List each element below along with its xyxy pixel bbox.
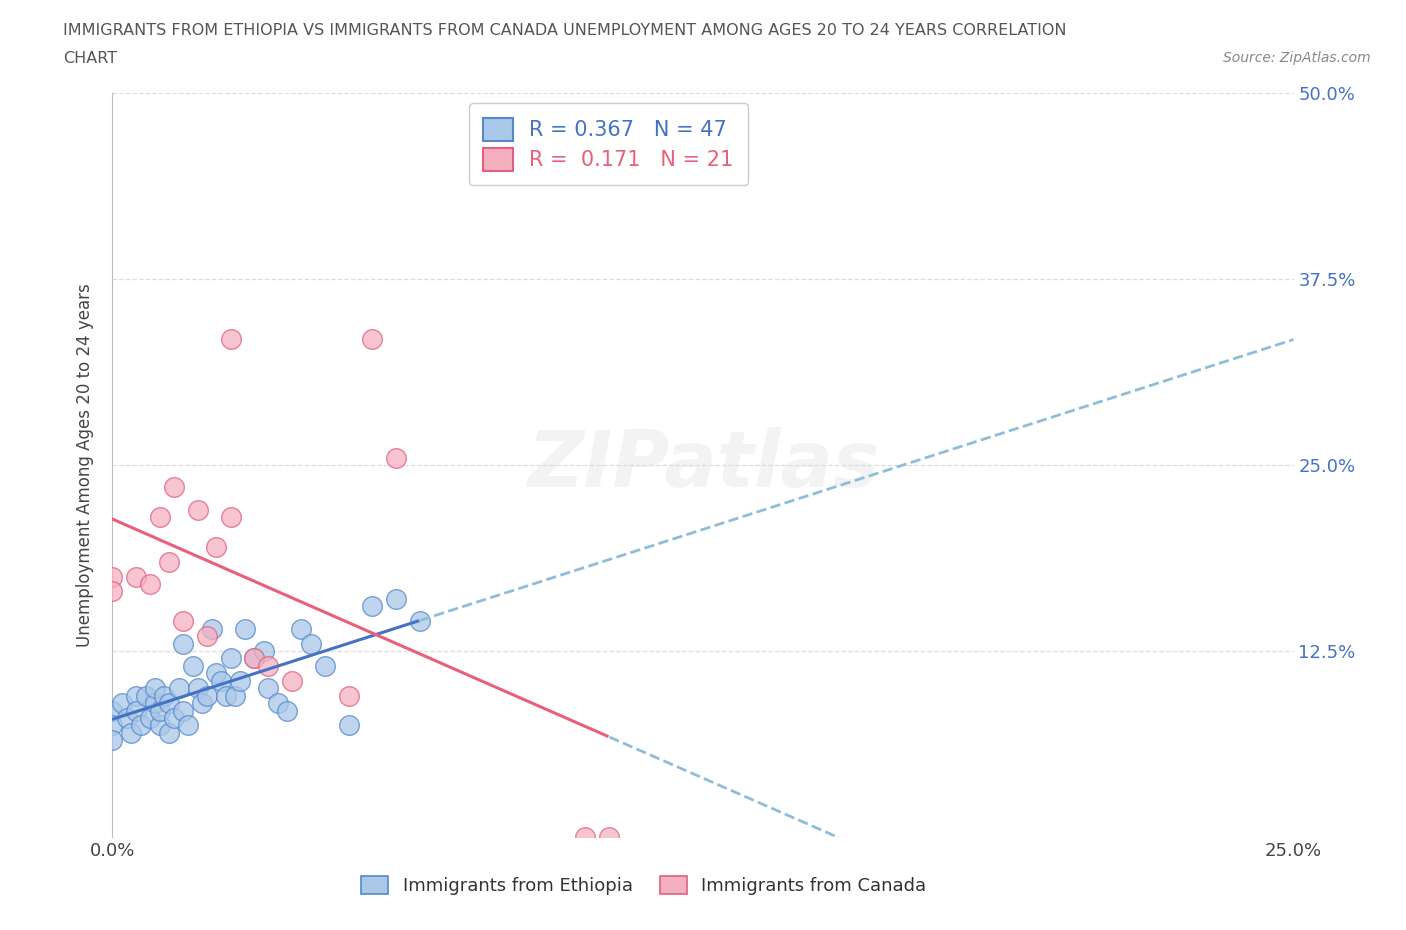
Point xyxy=(224,688,246,703)
Point xyxy=(120,725,142,740)
Point xyxy=(186,502,208,517)
Point xyxy=(195,688,218,703)
Point xyxy=(243,651,266,666)
Point xyxy=(281,673,304,688)
Point xyxy=(290,621,312,636)
Point xyxy=(143,681,166,696)
Point xyxy=(172,614,194,629)
Text: CHART: CHART xyxy=(63,51,117,66)
Point xyxy=(157,554,180,569)
Point xyxy=(299,636,322,651)
Point xyxy=(253,644,276,658)
Point xyxy=(314,658,336,673)
Point xyxy=(233,621,256,636)
Point xyxy=(186,681,208,696)
Point xyxy=(205,666,228,681)
Point xyxy=(385,591,408,606)
Point xyxy=(163,480,186,495)
Point xyxy=(125,703,148,718)
Point xyxy=(149,703,172,718)
Point xyxy=(276,703,298,718)
Point xyxy=(195,629,218,644)
Point xyxy=(139,577,162,591)
Point xyxy=(149,718,172,733)
Point xyxy=(149,510,172,525)
Point xyxy=(143,696,166,711)
Point xyxy=(163,711,186,725)
Point xyxy=(229,673,252,688)
Point xyxy=(267,696,290,711)
Y-axis label: Unemployment Among Ages 20 to 24 years: Unemployment Among Ages 20 to 24 years xyxy=(76,283,94,647)
Point xyxy=(215,688,238,703)
Point xyxy=(219,331,242,346)
Point xyxy=(257,681,280,696)
Text: IMMIGRANTS FROM ETHIOPIA VS IMMIGRANTS FROM CANADA UNEMPLOYMENT AMONG AGES 20 TO: IMMIGRANTS FROM ETHIOPIA VS IMMIGRANTS F… xyxy=(63,23,1067,38)
Point xyxy=(337,688,360,703)
Point xyxy=(181,658,204,673)
Point xyxy=(157,725,180,740)
Point xyxy=(101,733,124,748)
Point xyxy=(125,569,148,584)
Legend: Immigrants from Ethiopia, Immigrants from Canada: Immigrants from Ethiopia, Immigrants fro… xyxy=(354,869,934,902)
Point xyxy=(243,651,266,666)
Point xyxy=(408,614,430,629)
Text: ZIPatlas: ZIPatlas xyxy=(527,427,879,503)
Point xyxy=(361,599,384,614)
Point xyxy=(101,584,124,599)
Point xyxy=(101,718,124,733)
Point xyxy=(157,696,180,711)
Point xyxy=(115,711,138,725)
Point xyxy=(129,718,152,733)
Point xyxy=(257,658,280,673)
Point xyxy=(205,539,228,554)
Point xyxy=(172,703,194,718)
Point xyxy=(219,510,242,525)
Point xyxy=(337,718,360,733)
Point xyxy=(139,711,162,725)
Point xyxy=(385,450,408,465)
Point xyxy=(125,688,148,703)
Point xyxy=(209,673,232,688)
Point xyxy=(574,830,596,844)
Point xyxy=(101,569,124,584)
Point xyxy=(153,688,176,703)
Point xyxy=(177,718,200,733)
Point xyxy=(111,696,134,711)
Point xyxy=(135,688,157,703)
Text: Source: ZipAtlas.com: Source: ZipAtlas.com xyxy=(1223,51,1371,65)
Point xyxy=(361,331,384,346)
Point xyxy=(219,651,242,666)
Point xyxy=(201,621,224,636)
Point xyxy=(167,681,190,696)
Point xyxy=(101,703,124,718)
Point xyxy=(191,696,214,711)
Point xyxy=(598,830,620,844)
Point xyxy=(172,636,194,651)
